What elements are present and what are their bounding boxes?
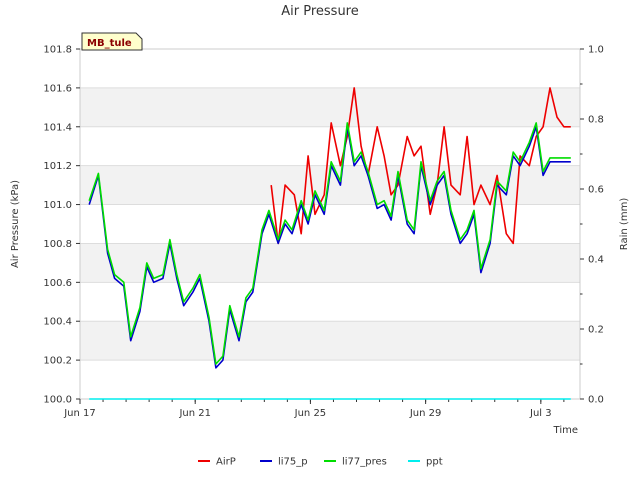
y-tick-label: 100.4: [43, 317, 72, 328]
y-tick-label: 101.2: [43, 161, 72, 172]
y2-tick-label: 0.0: [588, 395, 604, 406]
legend: AirP li75_p li77_pres ppt: [198, 457, 443, 468]
x-axis-label: Time: [553, 425, 578, 436]
series-line-li77_pres: [88, 122, 571, 365]
y-tick-label: 100.2: [43, 356, 72, 367]
y-tick-label: 100.0: [43, 395, 72, 406]
x-axis: Jun 17 Jun 21 Jun 25 Jun 29 Jul 3: [63, 399, 565, 419]
y2-tick-label: 0.8: [588, 115, 604, 126]
legend-label-li77_pres: li77_pres: [342, 457, 387, 468]
y-tick-label: 101.6: [43, 83, 72, 94]
y-tick-label: 100.6: [43, 278, 72, 289]
station-badge: MB_tule: [81, 32, 143, 51]
y2-tick-label: 0.6: [588, 185, 604, 196]
legend-label-ppt: ppt: [426, 457, 443, 468]
x-tick-label: Jun 25: [294, 408, 327, 419]
plot-band: [80, 243, 580, 283]
plot-band: [80, 321, 580, 361]
x-tick-label: Jun 17: [63, 408, 96, 419]
y2-tick-label: 0.2: [588, 325, 604, 336]
y-tick-label: 101.8: [43, 45, 72, 56]
station-badge-label: MB_tule: [87, 38, 132, 49]
x-tick-label: Jun 29: [409, 408, 442, 419]
series-lines: [88, 87, 571, 400]
y2-axis-label: Rain (mm): [619, 198, 630, 251]
plot-band: [80, 87, 580, 127]
y-tick-label: 101.4: [43, 122, 72, 133]
legend-label-li75_p: li75_p: [278, 457, 308, 468]
y-axis-right: 0.0 0.2 0.4 0.6 0.8 1.0: [580, 45, 604, 406]
x-tick-label: Jun 21: [178, 408, 211, 419]
y-tick-label: 100.8: [43, 239, 72, 250]
legend-label-AirP: AirP: [216, 457, 236, 468]
y-axis-label: Air Pressure (kPa): [10, 180, 21, 268]
chart-title: Air Pressure: [281, 4, 359, 19]
y-tick-label: 101.0: [43, 200, 72, 211]
y2-tick-label: 1.0: [588, 45, 604, 56]
y-axis-left: 100.0 100.2 100.4 100.6 100.8 101.0 101.2 101.4…: [43, 45, 80, 406]
y2-tick-label: 0.4: [588, 255, 604, 266]
x-tick-label: Jul 3: [529, 408, 552, 419]
station-badge-shape: [81, 32, 143, 51]
